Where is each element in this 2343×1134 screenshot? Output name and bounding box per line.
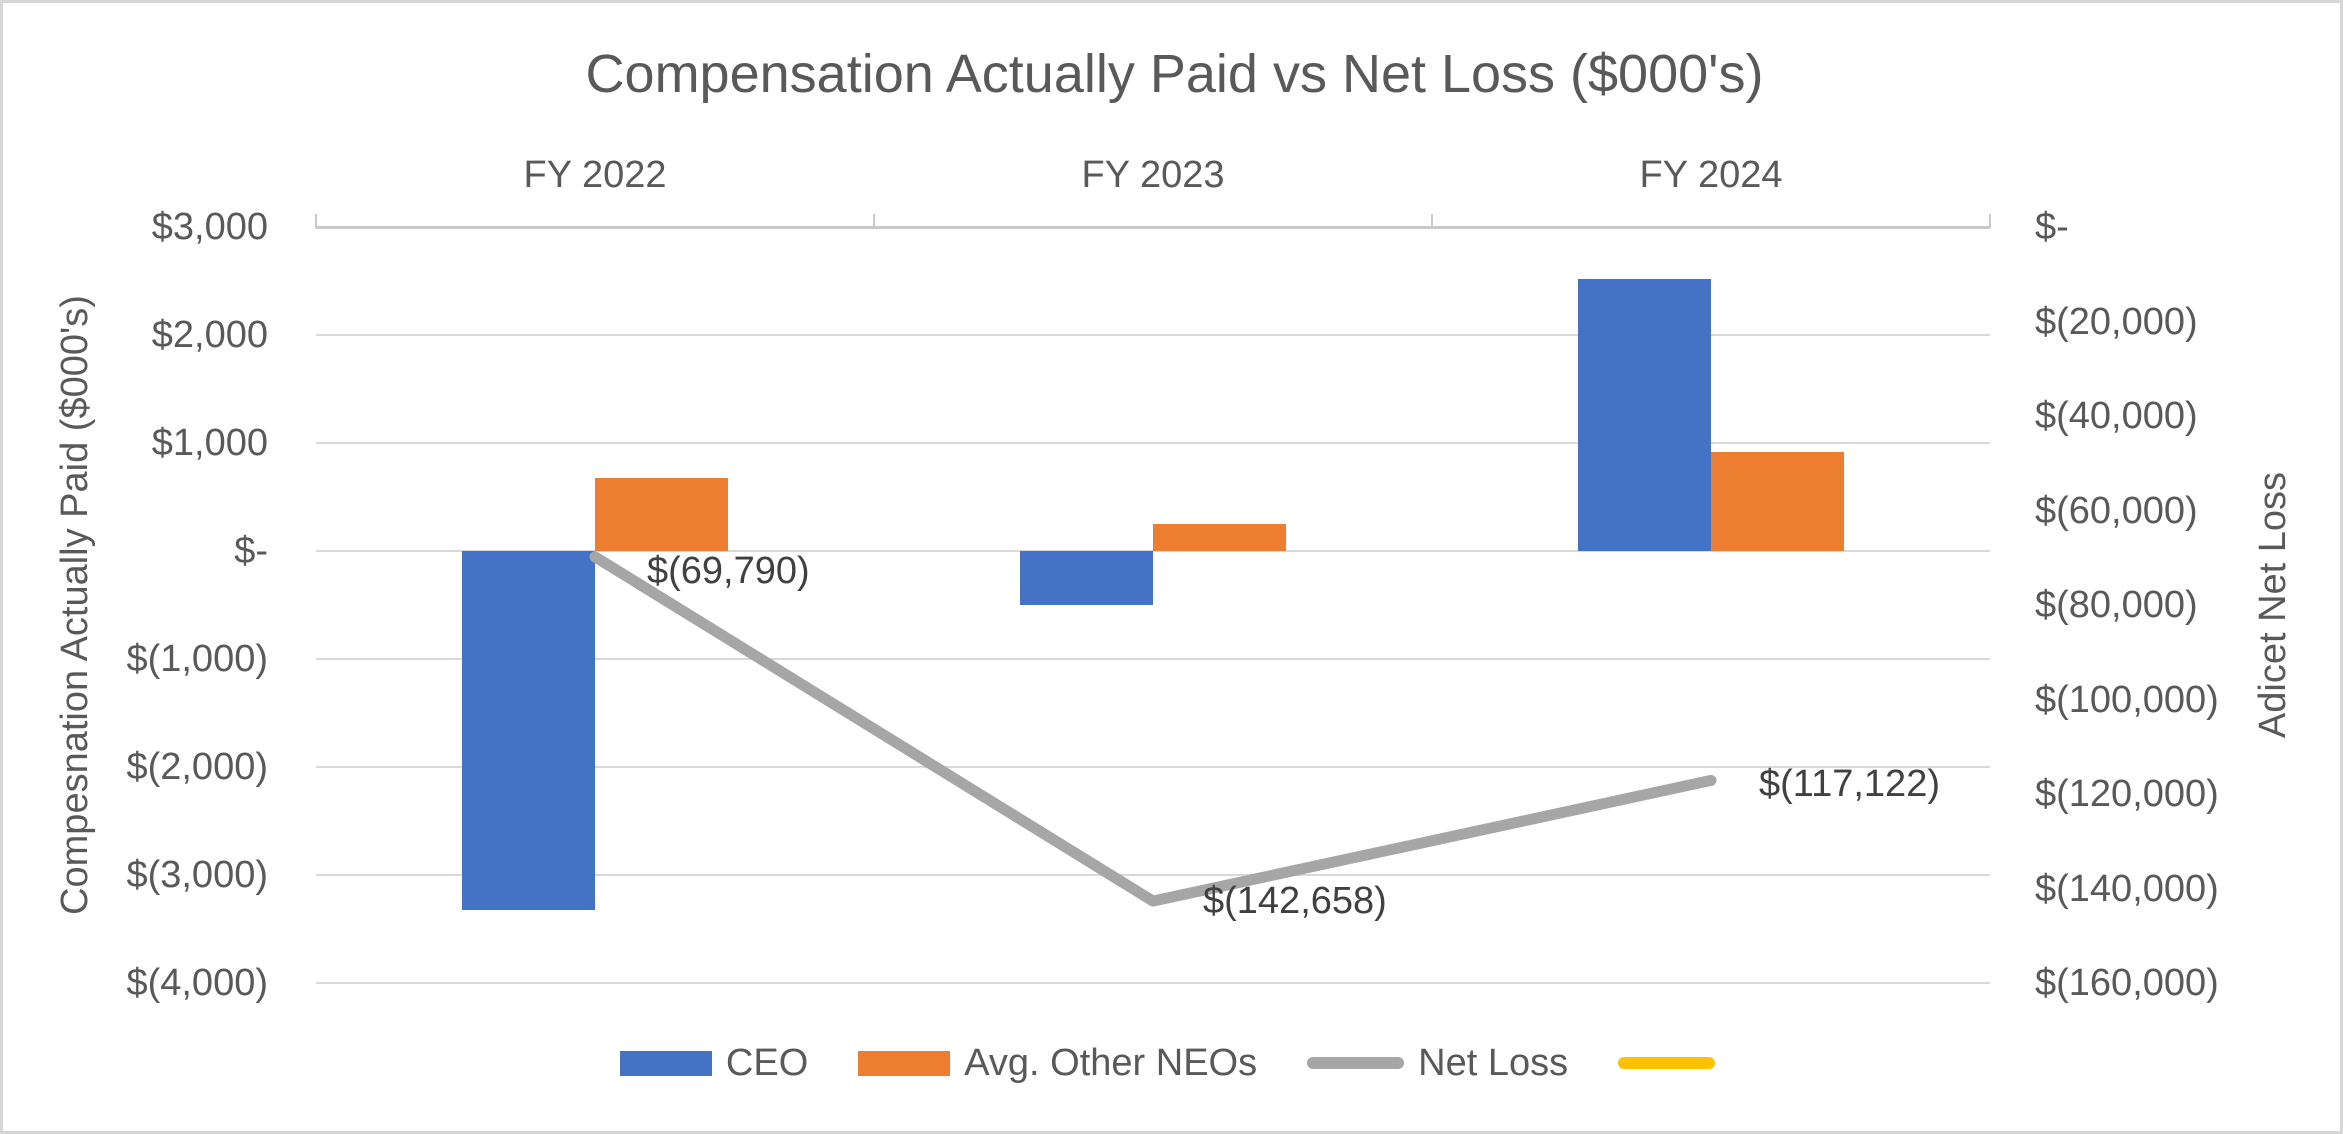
gridline xyxy=(316,442,1990,444)
ceo-bar-fy-2022 xyxy=(462,551,595,910)
legend-swatch-line-icon xyxy=(1307,1057,1405,1069)
net-loss-data-label: $(142,658) xyxy=(1203,880,1387,923)
right-axis-tick-label: $(140,000) xyxy=(2035,867,2219,910)
right-axis-tick-label: $(100,000) xyxy=(2035,678,2219,721)
right-axis-tick-label: $(20,000) xyxy=(2035,300,2198,343)
category-axis-tick xyxy=(1431,214,1433,228)
neo-bar-fy-2023 xyxy=(1153,524,1286,551)
neo-bar-fy-2022 xyxy=(595,477,728,551)
left-axis-tick-label: $(4,000) xyxy=(126,962,268,1004)
legend-swatch-line-icon xyxy=(1618,1057,1716,1069)
legend-swatch-rect-icon xyxy=(619,1050,712,1076)
right-axis-tick-label: $(80,000) xyxy=(2035,584,2198,626)
left-axis-tick-label: $- xyxy=(234,530,268,572)
net-loss-line xyxy=(589,551,1717,907)
category-axis-tick xyxy=(873,214,875,228)
net-loss-data-label: $(117,122) xyxy=(1759,763,1940,806)
gridline xyxy=(316,334,1990,336)
ceo-bar-fy-2024 xyxy=(1578,278,1711,551)
legend-label: Net Loss xyxy=(1418,1041,1569,1084)
category-axis-tick xyxy=(315,214,317,228)
category-label: FY 2022 xyxy=(523,154,667,196)
right-axis-tick-label: $(160,000) xyxy=(2035,962,2219,1004)
left-axis-tick-label: $(2,000) xyxy=(126,746,268,788)
left-axis-tick-label: $1,000 xyxy=(151,422,268,464)
gridline xyxy=(316,982,1990,984)
legend-item-net-loss: Net Loss xyxy=(1307,1042,1568,1085)
gridline xyxy=(316,550,1990,552)
legend-item-unnamed xyxy=(1618,1057,1729,1069)
neo-bar-fy-2024 xyxy=(1711,451,1844,551)
chart-title: Compensation Actually Paid vs Net Loss (… xyxy=(585,44,1764,104)
right-axis-tick-label: $(40,000) xyxy=(2035,395,2198,437)
legend-item-avg-other-neos: Avg. Other NEOs xyxy=(858,1042,1257,1085)
category-axis-tick xyxy=(1989,214,1991,228)
right-axis-tick-label: $- xyxy=(2035,206,2069,248)
net-loss-data-label: $(69,790) xyxy=(647,549,810,592)
legend: CEO Avg. Other NEOs Net Loss xyxy=(3,1037,2340,1089)
category-label: FY 2023 xyxy=(1081,154,1225,196)
left-axis-tick-label: $(3,000) xyxy=(126,854,268,896)
legend-swatch-rect-icon xyxy=(858,1050,951,1076)
category-label: FY 2024 xyxy=(1639,154,1783,196)
category-axis-line xyxy=(316,226,1990,229)
right-axis-title: Adicet Net Loss xyxy=(2252,471,2294,739)
legend-label: Avg. Other NEOs xyxy=(964,1041,1258,1084)
left-axis-tick-label: $(1,000) xyxy=(126,638,268,680)
left-axis-tick-label: $3,000 xyxy=(151,206,268,248)
left-axis-tick-label: $2,000 xyxy=(151,314,268,356)
legend-label: CEO xyxy=(725,1041,809,1084)
right-axis-tick-label: $(60,000) xyxy=(2035,489,2198,532)
right-axis-tick-label: $(120,000) xyxy=(2035,773,2219,815)
ceo-bar-fy-2023 xyxy=(1020,551,1153,605)
legend-item-ceo: CEO xyxy=(619,1041,809,1085)
